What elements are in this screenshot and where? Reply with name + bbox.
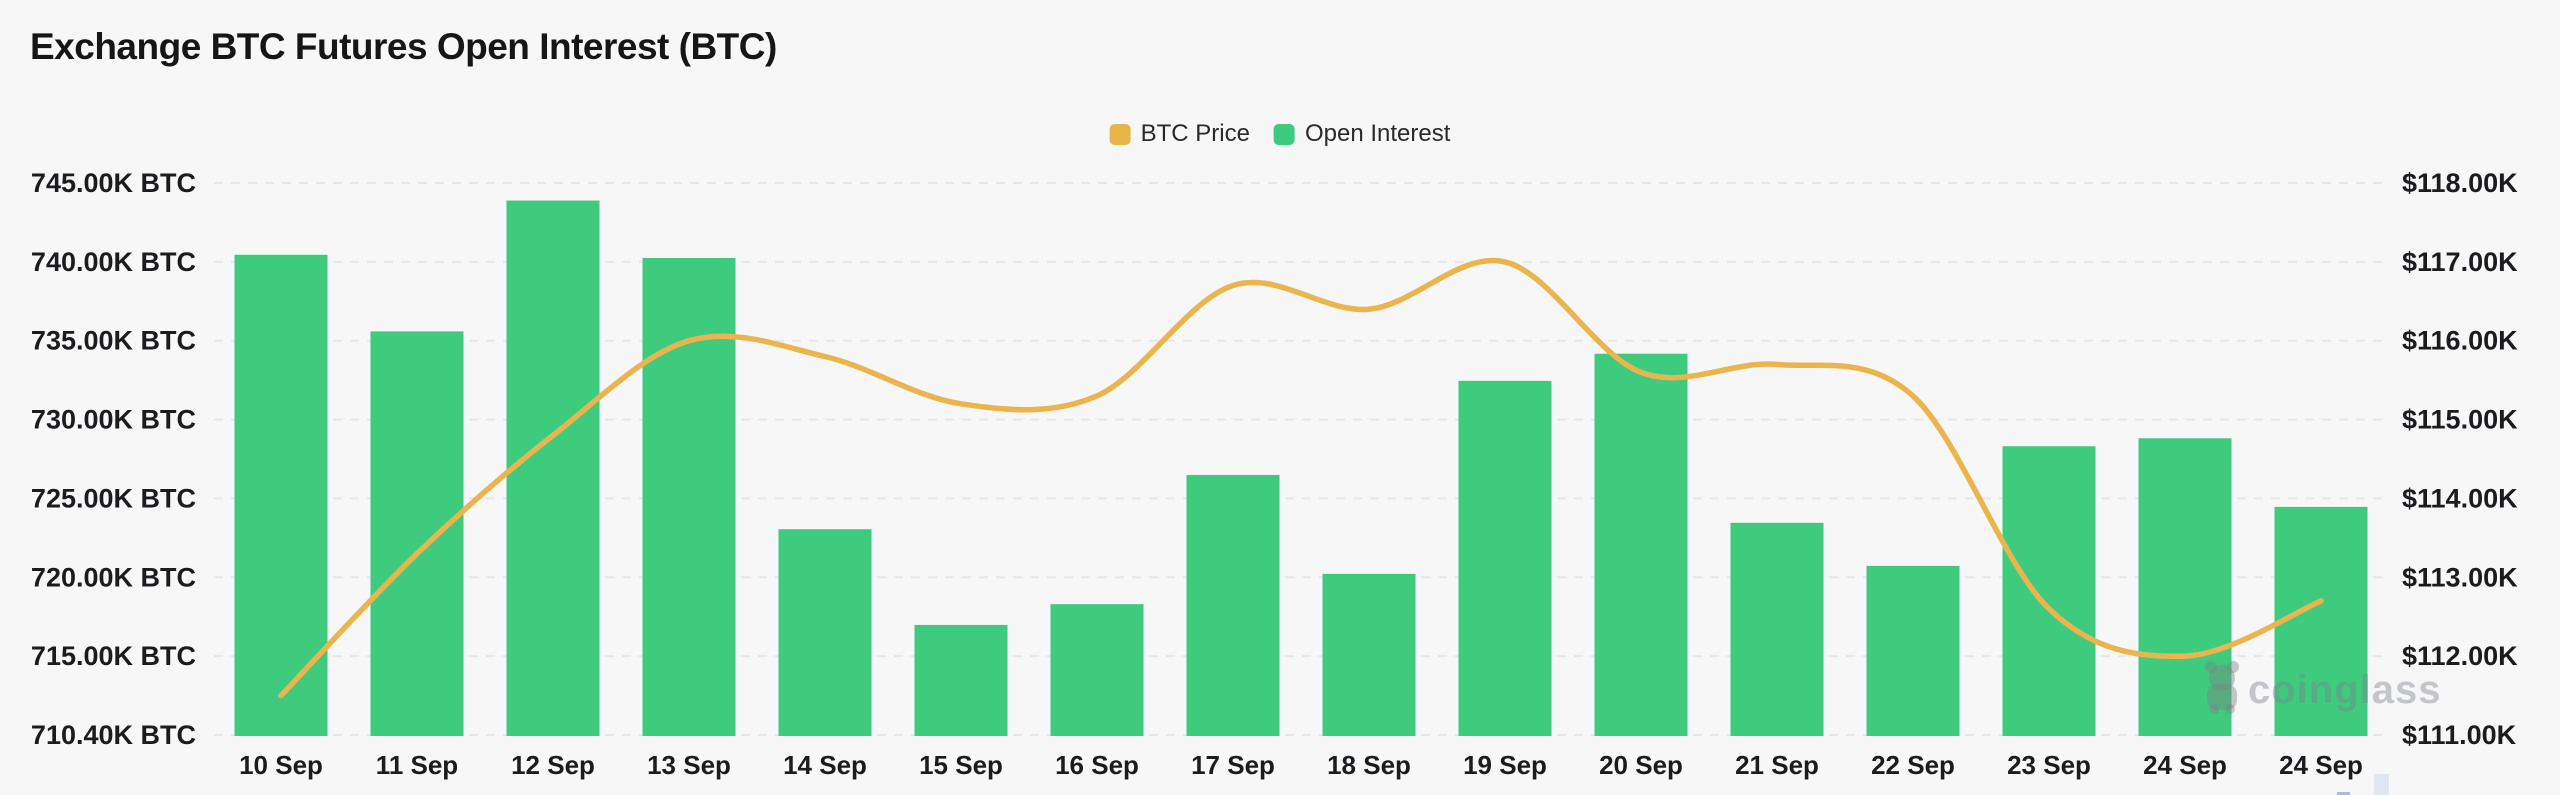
left-axis-tick-label: 715.00K BTC (31, 641, 196, 671)
x-axis-label: 24 Sep (2279, 750, 2363, 780)
open-interest-bar-13-sep-3[interactable] (642, 257, 736, 736)
x-axis-label: 12 Sep (511, 750, 595, 780)
open-interest-swatch (1273, 123, 1295, 145)
left-axis-tick-label: 740.00K BTC (31, 247, 196, 277)
open-interest-bar-20-sep-10[interactable] (1594, 353, 1688, 736)
right-axis-tick-label: $117.00K (2402, 247, 2518, 277)
right-axis-tick-label: $111.00K (2402, 720, 2517, 750)
open-interest-bar-24-sep-14[interactable] (2138, 438, 2232, 736)
open-interest-bar-12-sep-2[interactable] (506, 200, 600, 736)
btc-price-line[interactable] (278, 257, 2324, 699)
chart-title: Exchange BTC Futures Open Interest (BTC) (30, 26, 777, 67)
btc-price-swatch (1109, 123, 1131, 145)
legend-item-open-interest[interactable]: Open Interest (1273, 120, 1451, 148)
right-axis-tick-label: $113.00K (2402, 562, 2518, 592)
scrollbar-thumb-fragment[interactable] (2337, 792, 2350, 795)
x-axis-label: 16 Sep (1055, 750, 1139, 780)
open-interest-bar-11-sep-1[interactable] (370, 331, 464, 736)
legend-item-btc-price[interactable]: BTC Price (1109, 120, 1250, 148)
scrollbar-corner-fragment (2374, 774, 2389, 795)
coinglass-bear-icon (2227, 661, 2239, 673)
coinglass-bear-icon (2225, 704, 2235, 714)
left-axis-tick-label: 725.00K BTC (31, 483, 196, 513)
x-axis-label: 20 Sep (1599, 750, 1683, 780)
coinglass-bear-icon (2209, 704, 2219, 714)
x-axis-label: 19 Sep (1463, 750, 1547, 780)
open-interest-legend-label: Open Interest (1304, 120, 1451, 147)
open-interest-bar-16-sep-6[interactable] (1050, 604, 1144, 736)
left-axis-tick-label: 720.00K BTC (31, 562, 196, 592)
open-interest-bar-22-sep-12[interactable] (1866, 565, 1960, 736)
x-axis-label: 17 Sep (1191, 750, 1275, 780)
x-axis-label: 21 Sep (1735, 750, 1819, 780)
coinglass-bear-icon (2209, 665, 2235, 691)
x-axis-label: 15 Sep (919, 750, 1003, 780)
btc-price-legend-label: BTC Price (1140, 120, 1250, 147)
left-axis-tick-label: 710.40K BTC (31, 720, 196, 750)
x-axis-label: 22 Sep (1871, 750, 1955, 780)
x-axis-label: 13 Sep (647, 750, 731, 780)
right-axis-tick-label: $115.00K (2402, 405, 2518, 435)
open-interest-bar-19-sep-9[interactable] (1458, 380, 1552, 736)
right-axis-tick-label: $114.00K (2402, 483, 2518, 513)
x-axis-label: 11 Sep (376, 750, 458, 780)
open-interest-bar-24-sep-15[interactable] (2274, 506, 2368, 736)
right-axis-tick-label: $116.00K (2402, 326, 2518, 356)
open-interest-bar-21-sep-11[interactable] (1730, 522, 1824, 736)
left-axis-tick-label: 730.00K BTC (31, 405, 196, 435)
open-interest-bar-15-sep-5[interactable] (914, 624, 1008, 736)
x-axis-label: 10 Sep (239, 750, 323, 780)
x-axis-label: 14 Sep (783, 750, 867, 780)
x-axis-label: 23 Sep (2007, 750, 2091, 780)
right-axis-tick-label: $112.00K (2402, 641, 2518, 671)
x-axis-label: 18 Sep (1327, 750, 1411, 780)
left-axis-tick-label: 735.00K BTC (31, 326, 196, 356)
open-interest-bar-14-sep-4[interactable] (778, 529, 872, 736)
open-interest-bar-18-sep-8[interactable] (1322, 573, 1416, 736)
open-interest-bar-17-sep-7[interactable] (1186, 474, 1280, 736)
x-axis-label: 24 Sep (2143, 750, 2227, 780)
coinglass-watermark-text: coinglass (2248, 668, 2442, 712)
chart-legend: BTC Price Open Interest (1109, 120, 1451, 148)
right-axis-tick-label: $118.00K (2402, 168, 2518, 198)
left-axis-tick-label: 745.00K BTC (31, 168, 196, 198)
coinglass-bear-icon (2207, 684, 2237, 710)
open-interest-bar-23-sep-13[interactable] (2002, 446, 2096, 736)
open-interest-bar-10-sep-0[interactable] (234, 254, 328, 736)
coinglass-bear-icon (2205, 661, 2217, 673)
